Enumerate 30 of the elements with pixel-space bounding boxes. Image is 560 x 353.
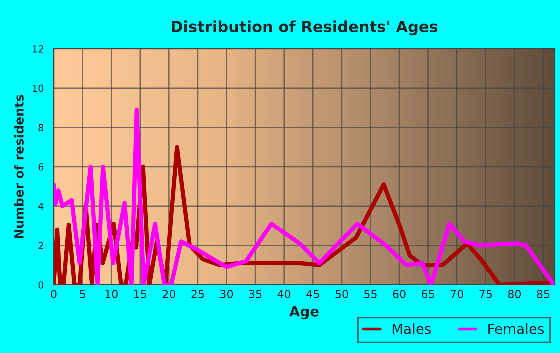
x-tick-label: 0 [51,290,57,298]
x-tick-label: 5 [80,290,86,298]
x-tick-label: 30 [220,290,234,298]
x-tick-label: 15 [134,290,146,298]
x-tick-label: 10 [106,290,118,298]
y-tick-label: 0 [38,281,44,289]
chart-title: Distribution of Residents' Ages [172,20,438,36]
x-tick-label: 20 [162,290,176,298]
x-tick-label: 35 [249,290,262,298]
y-tick-label: 12 [32,45,44,53]
x-tick-label: 50 [336,290,348,298]
y-axis-title: Number of residents [14,95,24,238]
x-tick-label: 80 [508,290,522,298]
legend-label: Males [392,324,432,334]
x-tick-label: 85 [537,290,550,298]
x-tick-label: 65 [422,290,434,298]
x-tick-label: 70 [450,290,464,298]
x-tick-label: 55 [364,290,377,298]
y-tick-label: 4 [38,202,44,210]
legend-label: Females [488,324,544,334]
x-tick-label: 40 [278,290,291,298]
x-tick-label: 25 [192,290,204,298]
y-tick-label: 10 [32,84,44,92]
x-tick-label: 60 [393,290,406,298]
x-tick-label: 75 [480,290,492,298]
y-tick-label: 2 [38,242,44,250]
x-axis-title: Age [290,306,319,320]
x-tick-label: 45 [306,290,320,298]
y-tick-label: 8 [38,124,44,132]
y-tick-label: 6 [38,163,44,171]
